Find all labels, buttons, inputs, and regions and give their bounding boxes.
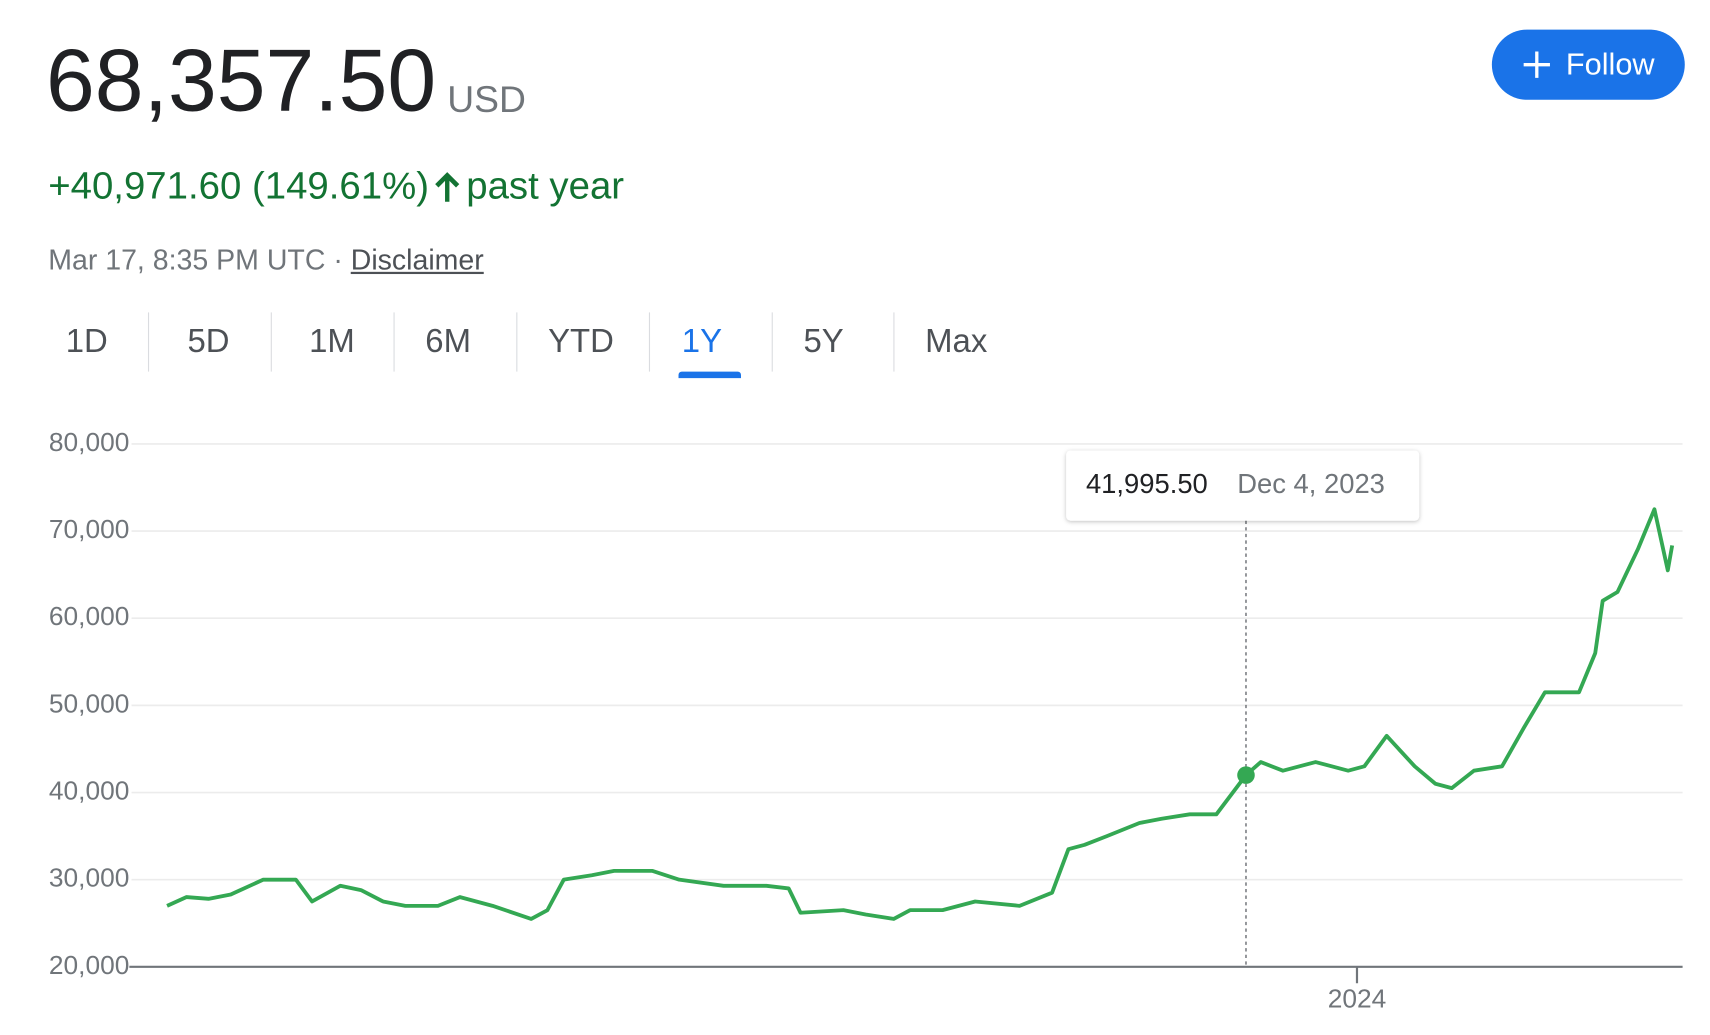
y-tick-label: 70,000 xyxy=(49,514,129,544)
change: +40,971.60 (149.61%) xyxy=(48,164,429,208)
hover-point xyxy=(1237,766,1255,784)
y-tick-label: 40,000 xyxy=(49,775,129,805)
range-tab[interactable]: 6M xyxy=(425,323,472,360)
tab-separator xyxy=(893,312,895,372)
follow-button[interactable]: Follow xyxy=(1491,29,1685,100)
range-tab[interactable]: Max xyxy=(925,323,988,360)
change-row: +40,971.60 (149.61%) past year xyxy=(48,164,624,208)
up-arrow xyxy=(435,172,460,202)
range-tabs: 1D 5D 1M 6M YTD 1Y 5Y Max xyxy=(0,312,1052,379)
plus-icon xyxy=(1523,51,1550,78)
tooltip-value: 41,995.50 xyxy=(1086,468,1208,499)
range-tab[interactable]: YTD xyxy=(548,323,614,360)
tab-separator xyxy=(147,312,150,372)
y-tick-label: 80,000 xyxy=(49,427,129,457)
range-tab[interactable]: 1Y xyxy=(681,323,723,360)
range-tab[interactable]: 1M xyxy=(309,323,355,360)
price: 68,357.50 xyxy=(46,31,437,130)
timestamp: Mar 17, 8:35 PM UTC xyxy=(48,243,326,277)
timestamp-row: Mar 17, 8:35 PM UTC · Disclaimer xyxy=(48,243,484,277)
tooltip-date: Dec 4, 2023 xyxy=(1237,468,1385,499)
tab-separator xyxy=(648,312,651,372)
tab-separator xyxy=(771,312,773,372)
y-tick-label: 30,000 xyxy=(49,863,129,893)
range-tab[interactable]: 1D xyxy=(65,323,108,360)
range-tab[interactable]: 5D xyxy=(187,323,230,360)
period: past year xyxy=(466,164,625,208)
y-tick-label: 20,000 xyxy=(49,950,129,980)
currency: USD xyxy=(447,78,526,121)
y-tick-label: 50,000 xyxy=(49,688,129,718)
tab-underline xyxy=(678,371,741,379)
x-tick-label: 2024 xyxy=(1328,984,1387,1014)
tooltip-box xyxy=(1066,450,1420,521)
tab-separator xyxy=(393,312,395,372)
follow-label: Follow xyxy=(1565,47,1655,82)
price-line xyxy=(166,507,1675,921)
y-tick-label: 60,000 xyxy=(49,601,129,631)
disclaimer-link[interactable]: Disclaimer xyxy=(350,243,484,277)
tab-separator xyxy=(516,312,518,372)
range-tab[interactable]: 5Y xyxy=(803,323,844,360)
tab-separator xyxy=(270,312,272,372)
